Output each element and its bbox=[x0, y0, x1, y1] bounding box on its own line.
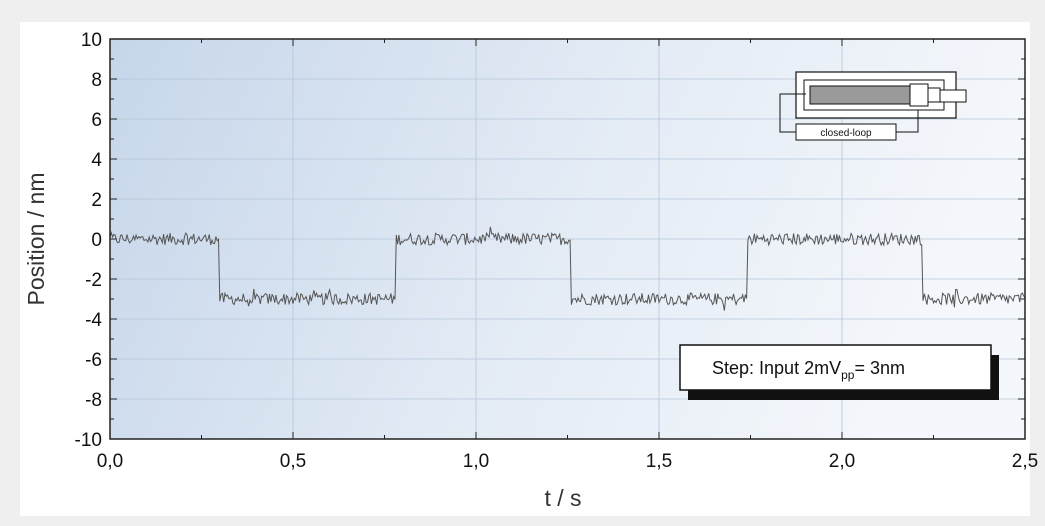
sensor-block bbox=[909, 83, 929, 107]
x-axis-label: t / s bbox=[544, 485, 581, 511]
x-tick-label: 2,5 bbox=[1012, 451, 1038, 472]
y-tick-label: -10 bbox=[75, 430, 102, 451]
closed-loop-inset-diagram: closed-loop bbox=[779, 71, 967, 141]
y-tick-label: -4 bbox=[85, 310, 102, 331]
step-annotation-box: Step: Input 2mVpp= 3nm bbox=[679, 344, 999, 400]
y-tick-labels: 10 8 6 4 2 0 -2 -4 -6 -8 -10 bbox=[75, 30, 103, 451]
step-box-text: Step: Input 2mVpp= 3nm bbox=[712, 358, 905, 382]
y-tick-label: -2 bbox=[85, 270, 102, 291]
x-tick-label: 0,0 bbox=[97, 451, 123, 472]
y-tick-label: 2 bbox=[91, 190, 102, 211]
y-tick-label: -6 bbox=[85, 350, 102, 371]
y-tick-label: 4 bbox=[91, 150, 102, 171]
x-tick-label: 2,0 bbox=[829, 451, 855, 472]
y-tick-label: 8 bbox=[91, 70, 102, 91]
closed-loop-controller-box bbox=[795, 123, 897, 141]
x-tick-label: 1,5 bbox=[646, 451, 672, 472]
closed-loop-label: closed-loop bbox=[820, 128, 872, 139]
output-tip bbox=[939, 89, 967, 103]
x-tick-label: 0,5 bbox=[280, 451, 306, 472]
piezo-stack bbox=[809, 85, 911, 105]
x-tick-label: 1,0 bbox=[463, 451, 489, 472]
feedback-wire-right bbox=[896, 110, 919, 133]
y-tick-label: 0 bbox=[91, 230, 102, 251]
y-tick-label: 10 bbox=[81, 30, 102, 51]
position-trace bbox=[109, 226, 1026, 311]
output-shaft bbox=[927, 87, 941, 103]
y-axis-label: Position / nm bbox=[23, 173, 49, 306]
x-tick-labels: 0,0 0,5 1,0 1,5 2,0 2,5 bbox=[97, 451, 1038, 472]
y-tick-label: -8 bbox=[85, 390, 102, 411]
y-tick-label: 6 bbox=[91, 110, 102, 131]
feedback-wire-left bbox=[779, 93, 806, 133]
plot-border bbox=[109, 38, 1026, 440]
step-box bbox=[679, 344, 992, 391]
